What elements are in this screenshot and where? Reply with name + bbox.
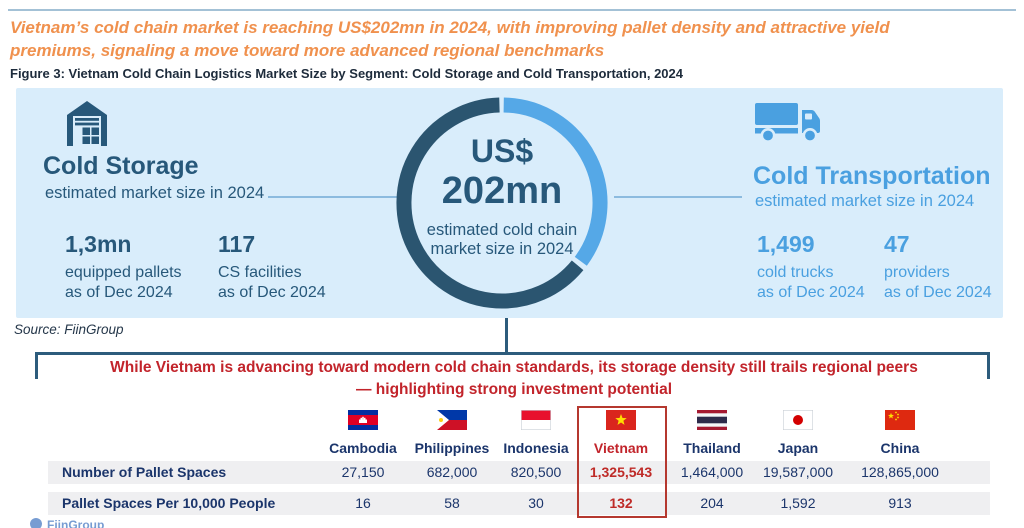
vietnam-highlight-box (577, 406, 667, 518)
country-label: Thailand (683, 440, 741, 456)
cell-philippines: 682,000 (426, 464, 478, 480)
cell-japan: 19,587,000 (762, 464, 834, 480)
country-label: Japan (777, 440, 819, 456)
table-row-pallet-spaces: Number of Pallet Spaces 27,150 682,000 8… (48, 461, 990, 484)
cell-cambodia: 27,150 (341, 464, 385, 480)
page-title-line1: Vietnam’s cold chain market is reaching … (10, 18, 890, 37)
cold-storage-stat-pallets: 1,3mn equipped pallets as of Dec 2024 (65, 231, 182, 303)
table-row-pallet-density: Pallet Spaces Per 10,000 People 16 58 30… (48, 492, 990, 515)
cold-transportation-stat-trucks: 1,499 cold trucks as of Dec 2024 (757, 231, 865, 303)
donut-center-text: US$ 202mn estimated cold chain market si… (392, 133, 612, 260)
cell-indonesia: 820,500 (510, 464, 562, 480)
page-title-line2: premiums, signaling a move toward more a… (10, 41, 605, 61)
column-cambodia: Cambodia (315, 410, 411, 456)
stat-value: 117 (218, 231, 256, 257)
flag-thailand-icon (697, 410, 727, 430)
right-connector-line (614, 196, 742, 198)
stat-date: as of Dec 2024 (757, 284, 865, 301)
cell-thailand: 204 (700, 495, 724, 511)
stat-date: as of Dec 2024 (218, 284, 326, 301)
left-connector-line (268, 196, 408, 198)
flag-vietnam-icon (606, 410, 636, 430)
column-china: China (852, 410, 948, 456)
country-label: China (880, 440, 920, 456)
stat-label: CS facilities (218, 264, 302, 281)
flag-philippines-icon (437, 410, 467, 430)
flag-indonesia-icon (521, 410, 551, 430)
stat-label: providers (884, 264, 950, 281)
cold-transportation-title: Cold Transportation (753, 162, 991, 190)
cold-storage-title: Cold Storage (43, 152, 199, 180)
cell-china: 128,865,000 (861, 464, 939, 480)
column-thailand: Thailand (664, 410, 760, 456)
callout-connector-line (505, 318, 508, 352)
source-note: Source: FiinGroup (14, 322, 124, 337)
page-title: Vietnam’s cold chain market is reaching … (10, 16, 1020, 63)
stat-value: 47 (884, 231, 910, 257)
stat-date: as of Dec 2024 (65, 284, 173, 301)
callout-text: While Vietnam is advancing toward modern… (35, 357, 993, 401)
row-label: Pallet Spaces Per 10,000 People (62, 495, 276, 511)
flag-china-icon (885, 410, 915, 430)
cell-japan: 1,592 (780, 495, 816, 511)
stat-value: 1,499 (757, 231, 815, 257)
logo-mark-icon (30, 518, 42, 528)
cold-transportation-subtitle: estimated market size in 2024 (755, 192, 975, 210)
callout-bracket (35, 352, 990, 379)
column-indonesia: Indonesia (488, 410, 584, 456)
flag-japan-icon (783, 410, 813, 430)
stat-value: 1,3mn (65, 231, 132, 257)
warehouse-icon (66, 99, 108, 152)
cell-china: 913 (888, 495, 912, 511)
stat-label: cold trucks (757, 264, 834, 281)
top-divider (8, 9, 1016, 11)
stat-label: equipped pallets (65, 264, 182, 281)
cold-transportation-stat-providers: 47 providers as of Dec 2024 (884, 231, 992, 303)
flag-cambodia-icon (348, 410, 378, 430)
stat-date: as of Dec 2024 (884, 284, 992, 301)
cell-thailand: 1,464,000 (680, 464, 744, 480)
column-philippines: Philippines (404, 410, 500, 456)
cell-vietnam: 132 (609, 495, 633, 511)
cold-storage-subtitle: estimated market size in 2024 (45, 184, 265, 202)
donut-caption-line2: market size in 2024 (430, 240, 574, 259)
country-label-highlighted: Vietnam (593, 440, 649, 456)
callout-line1: While Vietnam is advancing toward modern… (110, 359, 918, 376)
fiingroup-logo: FiinGroup (30, 518, 104, 528)
callout-line2: — highlighting strong investment potenti… (355, 381, 673, 398)
truck-icon (755, 100, 823, 149)
row-label: Number of Pallet Spaces (62, 464, 227, 480)
figure-caption: Figure 3: Vietnam Cold Chain Logistics M… (10, 66, 683, 81)
column-vietnam: Vietnam (573, 410, 669, 456)
country-label: Indonesia (503, 440, 569, 456)
donut-value: 202mn (441, 169, 563, 212)
cell-indonesia: 30 (528, 495, 544, 511)
country-label: Cambodia (329, 440, 397, 456)
cell-cambodia: 16 (355, 495, 371, 511)
country-label: Philippines (414, 440, 490, 456)
column-japan: Japan (750, 410, 846, 456)
cell-philippines: 58 (444, 495, 460, 511)
donut-caption-line1: estimated cold chain (426, 220, 578, 239)
cell-vietnam: 1,325,543 (589, 464, 653, 480)
donut-chart (396, 97, 608, 309)
market-size-panel: Cold Storage estimated market size in 20… (16, 88, 1003, 318)
cold-storage-stat-facilities: 117 CS facilities as of Dec 2024 (218, 231, 326, 303)
donut-currency: US$ (470, 133, 534, 169)
logo-text: FiinGroup (47, 518, 105, 528)
